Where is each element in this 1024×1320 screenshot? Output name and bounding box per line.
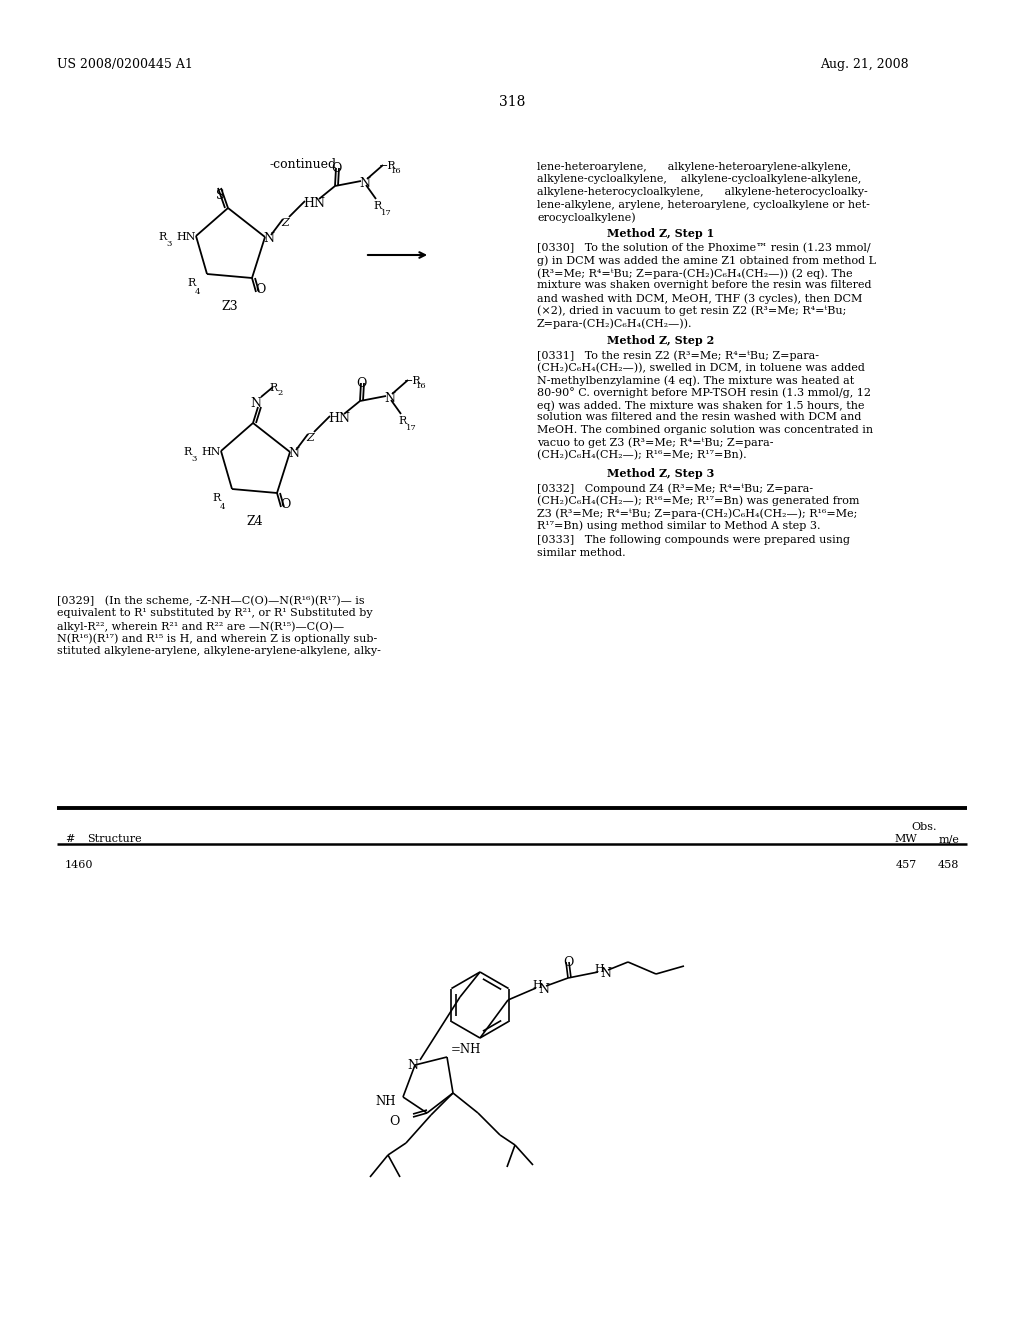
Text: vacuo to get Z3 (R³=Me; R⁴=ᵗBu; Z=para-: vacuo to get Z3 (R³=Me; R⁴=ᵗBu; Z=para- — [537, 437, 773, 447]
Text: (CH₂)C₆H₄(CH₂—); R¹⁶=Me; R¹⁷=Bn).: (CH₂)C₆H₄(CH₂—); R¹⁶=Me; R¹⁷=Bn). — [537, 450, 746, 461]
Text: US 2008/0200445 A1: US 2008/0200445 A1 — [57, 58, 193, 71]
Text: R: R — [269, 383, 278, 393]
Text: −R: −R — [379, 161, 396, 172]
Text: 17: 17 — [381, 209, 392, 216]
Text: (CH₂)C₆H₄(CH₂—)), swelled in DCM, in toluene was added: (CH₂)C₆H₄(CH₂—)), swelled in DCM, in tol… — [537, 363, 865, 372]
Text: O: O — [331, 162, 341, 176]
Text: HN: HN — [303, 197, 325, 210]
Text: R: R — [373, 201, 381, 211]
Text: alkyl-R²², wherein R²¹ and R²² are —N(R¹⁵)—C(O)—: alkyl-R²², wherein R²¹ and R²² are —N(R¹… — [57, 620, 344, 631]
Text: Method Z, Step 2: Method Z, Step 2 — [607, 335, 715, 346]
Text: MeOH. The combined organic solution was concentrated in: MeOH. The combined organic solution was … — [537, 425, 873, 436]
Text: 80-90° C. overnight before MP-TSOH resin (1.3 mmol/g, 12: 80-90° C. overnight before MP-TSOH resin… — [537, 388, 871, 399]
Text: R: R — [187, 279, 196, 288]
Text: N: N — [288, 447, 299, 459]
Text: m/e: m/e — [938, 834, 959, 843]
Text: H: H — [532, 979, 542, 990]
Text: 4: 4 — [195, 288, 201, 296]
Text: R: R — [183, 447, 191, 457]
Text: H: H — [594, 964, 604, 974]
Text: O: O — [563, 956, 573, 969]
Text: Z=para-(CH₂)C₆H₄(CH₂—)).: Z=para-(CH₂)C₆H₄(CH₂—)). — [537, 318, 692, 329]
Text: S: S — [216, 189, 224, 202]
Text: #: # — [65, 834, 75, 843]
Text: 16: 16 — [416, 381, 427, 389]
Text: [0332]   Compound Z4 (R³=Me; R⁴=ᵗBu; Z=para-: [0332] Compound Z4 (R³=Me; R⁴=ᵗBu; Z=par… — [537, 483, 813, 494]
Text: g) in DCM was added the amine Z1 obtained from method L: g) in DCM was added the amine Z1 obtaine… — [537, 256, 876, 267]
Text: lene-alkylene, arylene, heteroarylene, cycloalkylene or het-: lene-alkylene, arylene, heteroarylene, c… — [537, 199, 869, 210]
Text: −R: −R — [404, 376, 422, 385]
Text: (CH₂)C₆H₄(CH₂—); R¹⁶=Me; R¹⁷=Bn) was generated from: (CH₂)C₆H₄(CH₂—); R¹⁶=Me; R¹⁷=Bn) was gen… — [537, 495, 859, 506]
Text: mixture was shaken overnight before the resin was filtered: mixture was shaken overnight before the … — [537, 281, 871, 290]
Text: O: O — [280, 498, 291, 511]
Text: 16: 16 — [391, 168, 401, 176]
Text: N(R¹⁶)(R¹⁷) and R¹⁵ is H, and wherein Z is optionally sub-: N(R¹⁶)(R¹⁷) and R¹⁵ is H, and wherein Z … — [57, 634, 377, 644]
Text: stituted alkylene-arylene, alkylene-arylene-alkylene, alky-: stituted alkylene-arylene, alkylene-aryl… — [57, 645, 381, 656]
Text: 17: 17 — [406, 424, 417, 432]
Text: -continued: -continued — [270, 158, 337, 172]
Text: (R³=Me; R⁴=ᵗBu; Z=para-(CH₂)C₆H₄(CH₂—)) (2 eq). The: (R³=Me; R⁴=ᵗBu; Z=para-(CH₂)C₆H₄(CH₂—)) … — [537, 268, 853, 279]
Text: lene-heteroarylene,      alkylene-heteroarylene-alkylene,: lene-heteroarylene, alkylene-heteroaryle… — [537, 162, 851, 172]
Text: HN: HN — [201, 447, 220, 457]
Text: 458: 458 — [938, 861, 959, 870]
Text: similar method.: similar method. — [537, 548, 626, 557]
Text: 2: 2 — [278, 389, 283, 397]
Text: =NH: =NH — [451, 1043, 481, 1056]
Text: O: O — [356, 378, 367, 389]
Text: R: R — [212, 492, 220, 503]
Text: erocycloalkylene): erocycloalkylene) — [537, 213, 636, 223]
Text: Obs.: Obs. — [911, 822, 937, 832]
Text: 4: 4 — [220, 503, 225, 511]
Text: alkylene-cycloalkylene,    alkylene-cycloalkylene-alkylene,: alkylene-cycloalkylene, alkylene-cycloal… — [537, 174, 861, 185]
Text: eq) was added. The mixture was shaken for 1.5 hours, the: eq) was added. The mixture was shaken fo… — [537, 400, 864, 411]
Text: 3: 3 — [166, 240, 171, 248]
Text: N: N — [263, 232, 274, 246]
Text: Aug. 21, 2008: Aug. 21, 2008 — [820, 58, 908, 71]
Text: Structure: Structure — [87, 834, 141, 843]
Text: (×2), dried in vacuum to get resin Z2 (R³=Me; R⁴=ᵗBu;: (×2), dried in vacuum to get resin Z2 (R… — [537, 305, 847, 315]
Text: [0329]   (In the scheme, -Z-NH—C(O)—N(R¹⁶)(R¹⁷)— is: [0329] (In the scheme, -Z-NH—C(O)—N(R¹⁶)… — [57, 597, 365, 606]
Text: N: N — [538, 983, 549, 997]
Text: 3: 3 — [191, 455, 197, 463]
Text: equivalent to R¹ substituted by R²¹, or R¹ Substituted by: equivalent to R¹ substituted by R²¹, or … — [57, 609, 373, 619]
Text: O: O — [255, 282, 265, 296]
Text: [0331]   To the resin Z2 (R³=Me; R⁴=ᵗBu; Z=para-: [0331] To the resin Z2 (R³=Me; R⁴=ᵗBu; Z… — [537, 350, 819, 360]
Text: N: N — [600, 968, 611, 979]
Text: 457: 457 — [896, 861, 918, 870]
Text: N-methylbenzylamine (4 eq). The mixture was heated at: N-methylbenzylamine (4 eq). The mixture … — [537, 375, 854, 385]
Text: R: R — [398, 416, 407, 426]
Text: Z: Z — [306, 433, 313, 444]
Text: 318: 318 — [499, 95, 525, 110]
Text: N: N — [384, 392, 395, 405]
Text: NH: NH — [375, 1096, 395, 1107]
Text: HN: HN — [328, 412, 350, 425]
Text: and washed with DCM, MeOH, THF (3 cycles), then DCM: and washed with DCM, MeOH, THF (3 cycles… — [537, 293, 862, 304]
Text: Z: Z — [281, 218, 289, 228]
Text: Z3: Z3 — [221, 300, 239, 313]
Text: N: N — [359, 177, 370, 190]
Text: [0330]   To the solution of the Phoxime™ resin (1.23 mmol/: [0330] To the solution of the Phoxime™ r… — [537, 243, 870, 253]
Text: Method Z, Step 3: Method Z, Step 3 — [607, 469, 715, 479]
Text: alkylene-heterocycloalkylene,      alkylene-heterocycloalky-: alkylene-heterocycloalkylene, alkylene-h… — [537, 187, 867, 197]
Text: solution was filtered and the resin washed with DCM and: solution was filtered and the resin wash… — [537, 412, 861, 422]
Text: Z4: Z4 — [247, 515, 263, 528]
Text: HN: HN — [176, 232, 196, 242]
Text: R: R — [158, 232, 166, 242]
Text: R¹⁷=Bn) using method similar to Method A step 3.: R¹⁷=Bn) using method similar to Method A… — [537, 520, 820, 531]
Text: Method Z, Step 1: Method Z, Step 1 — [607, 228, 715, 239]
Text: Z3 (R³=Me; R⁴=ᵗBu; Z=para-(CH₂)C₆H₄(CH₂—); R¹⁶=Me;: Z3 (R³=Me; R⁴=ᵗBu; Z=para-(CH₂)C₆H₄(CH₂—… — [537, 508, 857, 519]
Text: MW: MW — [894, 834, 918, 843]
Text: O: O — [389, 1115, 399, 1129]
Text: N: N — [407, 1059, 418, 1072]
Text: N: N — [250, 397, 261, 411]
Text: 1460: 1460 — [65, 861, 93, 870]
Text: [0333]   The following compounds were prepared using: [0333] The following compounds were prep… — [537, 535, 850, 545]
